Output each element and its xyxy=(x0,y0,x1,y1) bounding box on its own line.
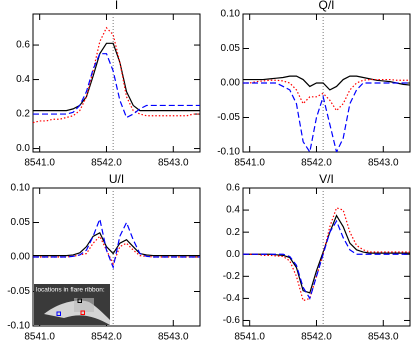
y-tick-label: 0.10 xyxy=(221,9,241,20)
series-line xyxy=(243,78,410,112)
series-line xyxy=(33,26,200,124)
x-tick-label: 8541.0 xyxy=(234,332,265,343)
x-tick-label: 8542.0 xyxy=(91,332,122,343)
series-line xyxy=(33,42,200,112)
series-line xyxy=(243,82,410,152)
series-line xyxy=(33,216,200,270)
y-tick-label: 0.6 xyxy=(16,40,30,51)
panel-title: Q/I xyxy=(318,0,334,12)
plot-area xyxy=(243,188,410,326)
series-line xyxy=(243,219,410,300)
plot-area xyxy=(33,14,200,152)
location-marker xyxy=(80,310,85,315)
panel: Q/I 8541.0 8542.0 8543.0 -0.10 -0.05 0.00 0.05 0… xyxy=(217,0,411,169)
y-tick-label: -0.05 xyxy=(217,112,240,123)
x-tick-label: 8542.0 xyxy=(301,332,332,343)
y-tick-label: 0.6 xyxy=(226,183,240,194)
y-tick-label: 0.4 xyxy=(226,205,240,216)
panel: I 8541.0 8542.0 8543.0 0.0 0.2 0.4 0.6 xyxy=(16,0,201,169)
y-tick-label: 0.0 xyxy=(16,143,30,154)
y-tick-label: 0.00 xyxy=(11,252,31,263)
x-tick-label: 8542.0 xyxy=(301,158,332,169)
y-tick-label: 0.00 xyxy=(221,78,241,89)
y-tick-label: 0.0 xyxy=(226,249,240,260)
plot-area xyxy=(243,14,410,152)
x-tick-label: 8541.0 xyxy=(24,332,55,343)
y-tick-label: 0.10 xyxy=(11,183,31,194)
inset-annotation: locations in flare ribbon: xyxy=(36,287,105,294)
y-tick-label: -0.10 xyxy=(7,321,30,332)
series-line xyxy=(243,207,410,302)
y-tick-label: -0.6 xyxy=(223,315,241,326)
panel-title: U/I xyxy=(109,172,124,186)
y-tick-label: 0.05 xyxy=(221,43,241,54)
x-tick-label: 8541.0 xyxy=(24,158,55,169)
panel-title: I xyxy=(115,0,118,12)
plot-frame xyxy=(242,187,411,327)
inset-glow xyxy=(74,298,94,312)
y-tick-label: -0.10 xyxy=(217,147,240,158)
series-line xyxy=(33,232,200,257)
series-line xyxy=(243,75,410,91)
x-tick-label: 8542.0 xyxy=(91,158,122,169)
x-tick-label: 8543.0 xyxy=(158,158,189,169)
panel: U/I 8541.0 8542.0 8543.0 -0.10 -0.05 0.00 0.05 0… xyxy=(7,172,201,343)
plot-frame xyxy=(32,13,201,153)
x-tick-label: 8543.0 xyxy=(368,158,399,169)
y-tick-label: 0.4 xyxy=(16,74,30,85)
plot-area xyxy=(33,188,200,326)
y-tick-label: -0.4 xyxy=(223,293,241,304)
location-marker xyxy=(56,311,61,316)
y-tick-label: 0.2 xyxy=(16,109,30,120)
y-tick-label: 0.05 xyxy=(11,217,31,228)
y-tick-label: -0.05 xyxy=(7,286,30,297)
location-marker xyxy=(77,298,82,303)
panel: V/I 8541.0 8542.0 8543.0 -0.6 -0.4 -0.2 0.0 0.2 0… xyxy=(223,172,411,343)
y-tick-label: -0.2 xyxy=(223,271,241,282)
inset: locations in flare ribbon: xyxy=(34,284,110,325)
panel-title: V/I xyxy=(319,172,334,186)
x-tick-label: 8541.0 xyxy=(234,158,265,169)
series-line xyxy=(33,53,200,119)
y-tick-label: 0.2 xyxy=(226,227,240,238)
x-tick-label: 8543.0 xyxy=(368,332,399,343)
x-tick-label: 8543.0 xyxy=(158,332,189,343)
